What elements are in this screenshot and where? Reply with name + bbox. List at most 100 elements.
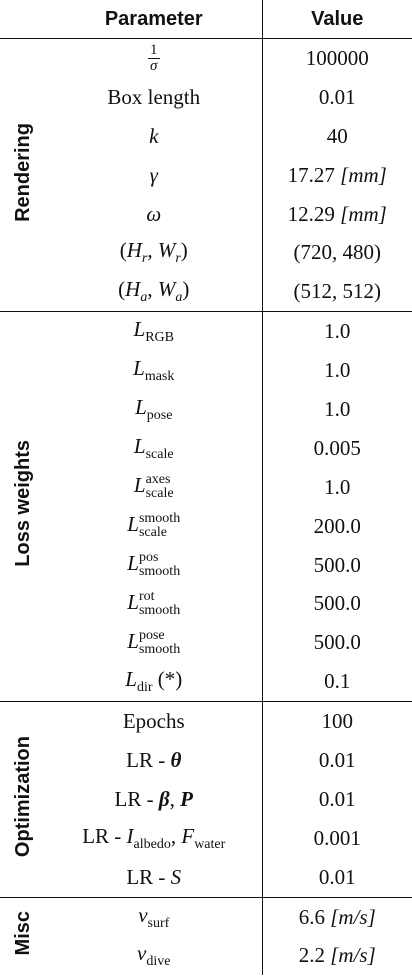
parameter-cell: (Ha, Wa) — [46, 272, 262, 311]
corner — [0, 0, 46, 39]
value-cell: 500.0 — [261, 623, 412, 663]
text: 0.001 — [313, 825, 361, 850]
text: , — [170, 823, 182, 848]
text: 17.27 — [287, 162, 341, 187]
value-cell: 100 — [261, 701, 412, 742]
sub-text: scale — [145, 446, 174, 462]
value-cell: (720, 480) — [261, 233, 412, 273]
sub-math-text: a — [140, 290, 148, 306]
parameter-cell: LR - β, P — [46, 780, 262, 819]
sub-math-text: a — [175, 290, 183, 306]
text: 0.01 — [318, 84, 356, 109]
value-cell: 0.01 — [261, 741, 412, 780]
sub-text: RGB — [145, 330, 174, 346]
parameter-cell: Box length — [46, 78, 262, 117]
table-row: Rendering 1 σ 100000 — [0, 37, 412, 312]
numerator: 1 — [148, 41, 160, 59]
table-row: Misc vsurf 6.6 [m/s] — [0, 896, 412, 976]
sub-text: water — [194, 836, 226, 852]
script-stack: pose smooth — [139, 628, 180, 657]
text: , — [169, 786, 181, 811]
parameter-cell: Lscale — [46, 429, 262, 468]
group-cell: Misc — [0, 896, 46, 976]
text: 500.0 — [313, 630, 361, 655]
table-row: Lpose 1.0 — [0, 390, 412, 429]
table-row: γ 17.27 [mm] — [0, 155, 412, 195]
parameter-cell: ω — [46, 195, 262, 234]
math-text: L — [127, 628, 139, 653]
text: 200.0 — [313, 513, 361, 538]
header-cell: Parameter — [46, 0, 262, 39]
value-cell: 12.29 [mm] — [261, 194, 412, 234]
text: (720, 480) — [293, 240, 382, 265]
value-cell: 0.01 — [261, 779, 412, 819]
group-cell: Rendering — [0, 37, 46, 312]
table-row: Ldir (*) 0.1 — [0, 662, 412, 702]
text: LR - — [114, 786, 159, 811]
bold-math-text: θ — [170, 747, 182, 772]
table-row: Optimization Epochs 100 — [0, 701, 412, 898]
table-row: ω 12.29 [mm] — [0, 194, 412, 234]
table-row: vdive 2.2 [m/s] — [0, 936, 412, 976]
sub-math-text: r — [141, 251, 148, 267]
value-cell: 17.27 [mm] — [261, 155, 412, 195]
math-text: [m/s] — [330, 943, 376, 968]
sub-text: pose — [146, 407, 173, 423]
table-row: (Ha, Wa) (512, 512) — [0, 272, 412, 312]
parameter-cell: LR - θ — [46, 741, 262, 780]
math-text: v — [138, 902, 148, 927]
text: , — [147, 277, 158, 302]
math-text: H — [126, 238, 142, 263]
table-row: LR - Ialbedo, Fwater 0.001 — [0, 818, 412, 858]
text: 500.0 — [313, 591, 361, 616]
text: 6.6 — [298, 904, 331, 929]
text: Box length — [107, 84, 201, 109]
math-text: L — [133, 433, 146, 458]
table-row: LR - β, P 0.01 — [0, 779, 412, 819]
group-label: Misc — [11, 911, 34, 956]
math-text: ω — [146, 201, 162, 226]
parameter-cell: Lpose — [46, 390, 262, 429]
script-stack: smooth scale — [139, 512, 180, 540]
math-text: [mm] — [340, 201, 387, 226]
math-text: k — [149, 123, 159, 148]
math-text: I — [126, 823, 134, 848]
parameter-cell: LR - Ialbedo, Fwater — [46, 819, 262, 858]
text: 0.01 — [318, 786, 356, 811]
text: LR - — [126, 747, 171, 772]
table-row: Box length 0.01 — [0, 77, 412, 117]
math-text: L — [125, 667, 137, 692]
text: 12.29 — [287, 201, 341, 226]
value-cell: 0.001 — [261, 818, 412, 858]
parameter-cell: vsurf — [46, 896, 262, 937]
math-text: W — [157, 277, 176, 302]
text: 1.0 — [324, 474, 351, 499]
text: Epochs — [122, 709, 185, 734]
math-text: L — [133, 317, 146, 342]
text: 1.0 — [324, 396, 351, 421]
table-row: k 40 — [0, 116, 412, 156]
text: LR - — [82, 823, 127, 848]
subscript: scale — [138, 525, 167, 541]
table-row: Lmask 1.0 — [0, 351, 412, 391]
text: (512, 512) — [293, 279, 382, 304]
text: 100000 — [305, 45, 369, 70]
value-cell: 1.0 — [261, 467, 412, 507]
text: ) — [182, 277, 190, 302]
value-cell: 0.005 — [261, 428, 412, 468]
header-cell: Value — [261, 0, 412, 39]
script-stack: rot smooth — [139, 590, 180, 618]
text: (*) — [152, 667, 183, 692]
text: 500.0 — [313, 552, 361, 577]
value-cell: 500.0 — [261, 584, 412, 624]
math-text: L — [127, 512, 139, 537]
parameter-cell: vdive — [46, 936, 262, 975]
math-text: L — [127, 550, 139, 575]
